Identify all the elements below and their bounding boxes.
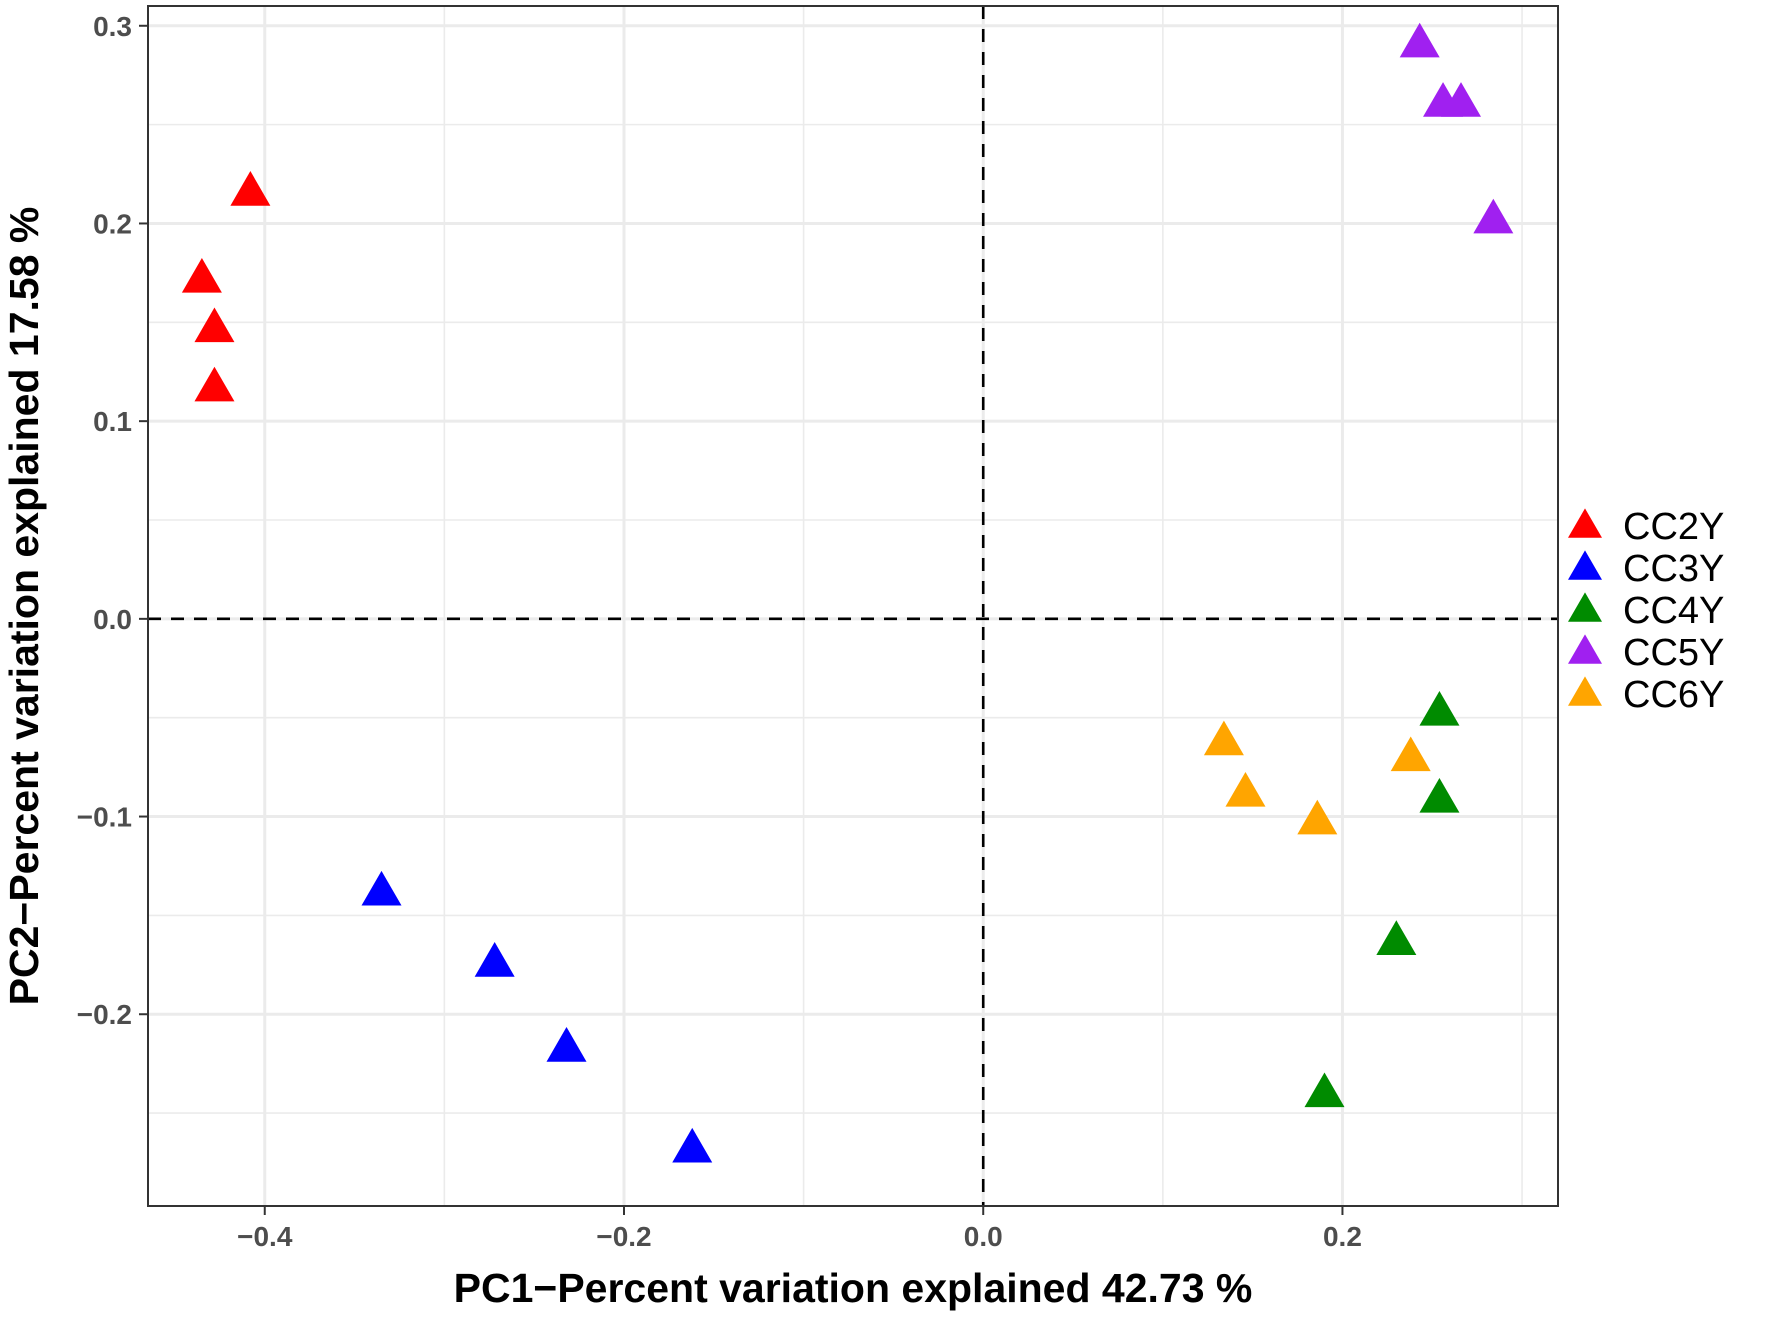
- legend-key-cc5y: [1568, 634, 1602, 664]
- legend-label-cc2y: CC2Y: [1623, 506, 1724, 548]
- point-cc6y: [1225, 772, 1266, 807]
- point-cc3y: [361, 870, 402, 906]
- point-cc6y: [1297, 799, 1338, 835]
- x-axis-title: PC1−Percent variation explained 42.73 %: [454, 1265, 1253, 1311]
- x-axis: −0.4 −0.2 0.0 0.2: [237, 1206, 1362, 1252]
- point-cc3y: [546, 1027, 587, 1062]
- point-cc2y: [194, 307, 235, 343]
- y-axis: −0.2 −0.1 0.0 0.1 0.2 0.3: [77, 11, 148, 1030]
- point-cc4y: [1419, 690, 1460, 726]
- panel-border: [147, 5, 1559, 1207]
- data-points: [181, 22, 1514, 1163]
- y-tick-label: 0.1: [93, 406, 132, 437]
- legend-key-cc3y: [1568, 550, 1602, 580]
- legend-key-cc2y: [1568, 508, 1602, 538]
- legend-label-cc3y: CC3Y: [1623, 548, 1724, 590]
- point-cc2y: [194, 366, 235, 402]
- x-tick-label: 0.2: [1323, 1221, 1362, 1252]
- point-cc2y: [181, 258, 222, 293]
- legend-key-cc4y: [1568, 592, 1602, 622]
- reference-lines: [148, 6, 1558, 1206]
- legend-key-cc6y: [1568, 676, 1602, 706]
- panel-background: [148, 6, 1558, 1206]
- y-axis-title: PC2−Percent variation explained 17.58 %: [1, 207, 47, 1006]
- legend-label-cc5y: CC5Y: [1623, 632, 1724, 674]
- point-cc4y: [1376, 920, 1417, 955]
- point-cc6y: [1390, 736, 1431, 772]
- y-tick-label: −0.1: [77, 802, 132, 833]
- y-tick-label: 0.0: [93, 604, 132, 635]
- grid-minor: [148, 6, 1558, 1206]
- y-tick-label: −0.2: [77, 999, 132, 1030]
- legend-label-cc6y: CC6Y: [1623, 674, 1724, 716]
- point-cc4y: [1304, 1072, 1345, 1108]
- point-cc2y: [230, 171, 271, 206]
- point-cc5y: [1441, 82, 1482, 117]
- point-cc3y: [474, 942, 515, 977]
- point-cc3y: [672, 1127, 713, 1163]
- x-tick-label: −0.2: [596, 1221, 651, 1252]
- point-cc5y: [1473, 198, 1514, 234]
- y-tick-label: 0.3: [93, 11, 132, 42]
- point-cc5y: [1399, 22, 1440, 58]
- legend-label-cc4y: CC4Y: [1623, 590, 1724, 632]
- y-tick-label: 0.2: [93, 208, 132, 239]
- point-cc4y: [1419, 777, 1460, 813]
- x-tick-label: −0.4: [237, 1221, 293, 1252]
- x-tick-label: 0.0: [964, 1221, 1003, 1252]
- point-cc6y: [1203, 720, 1244, 756]
